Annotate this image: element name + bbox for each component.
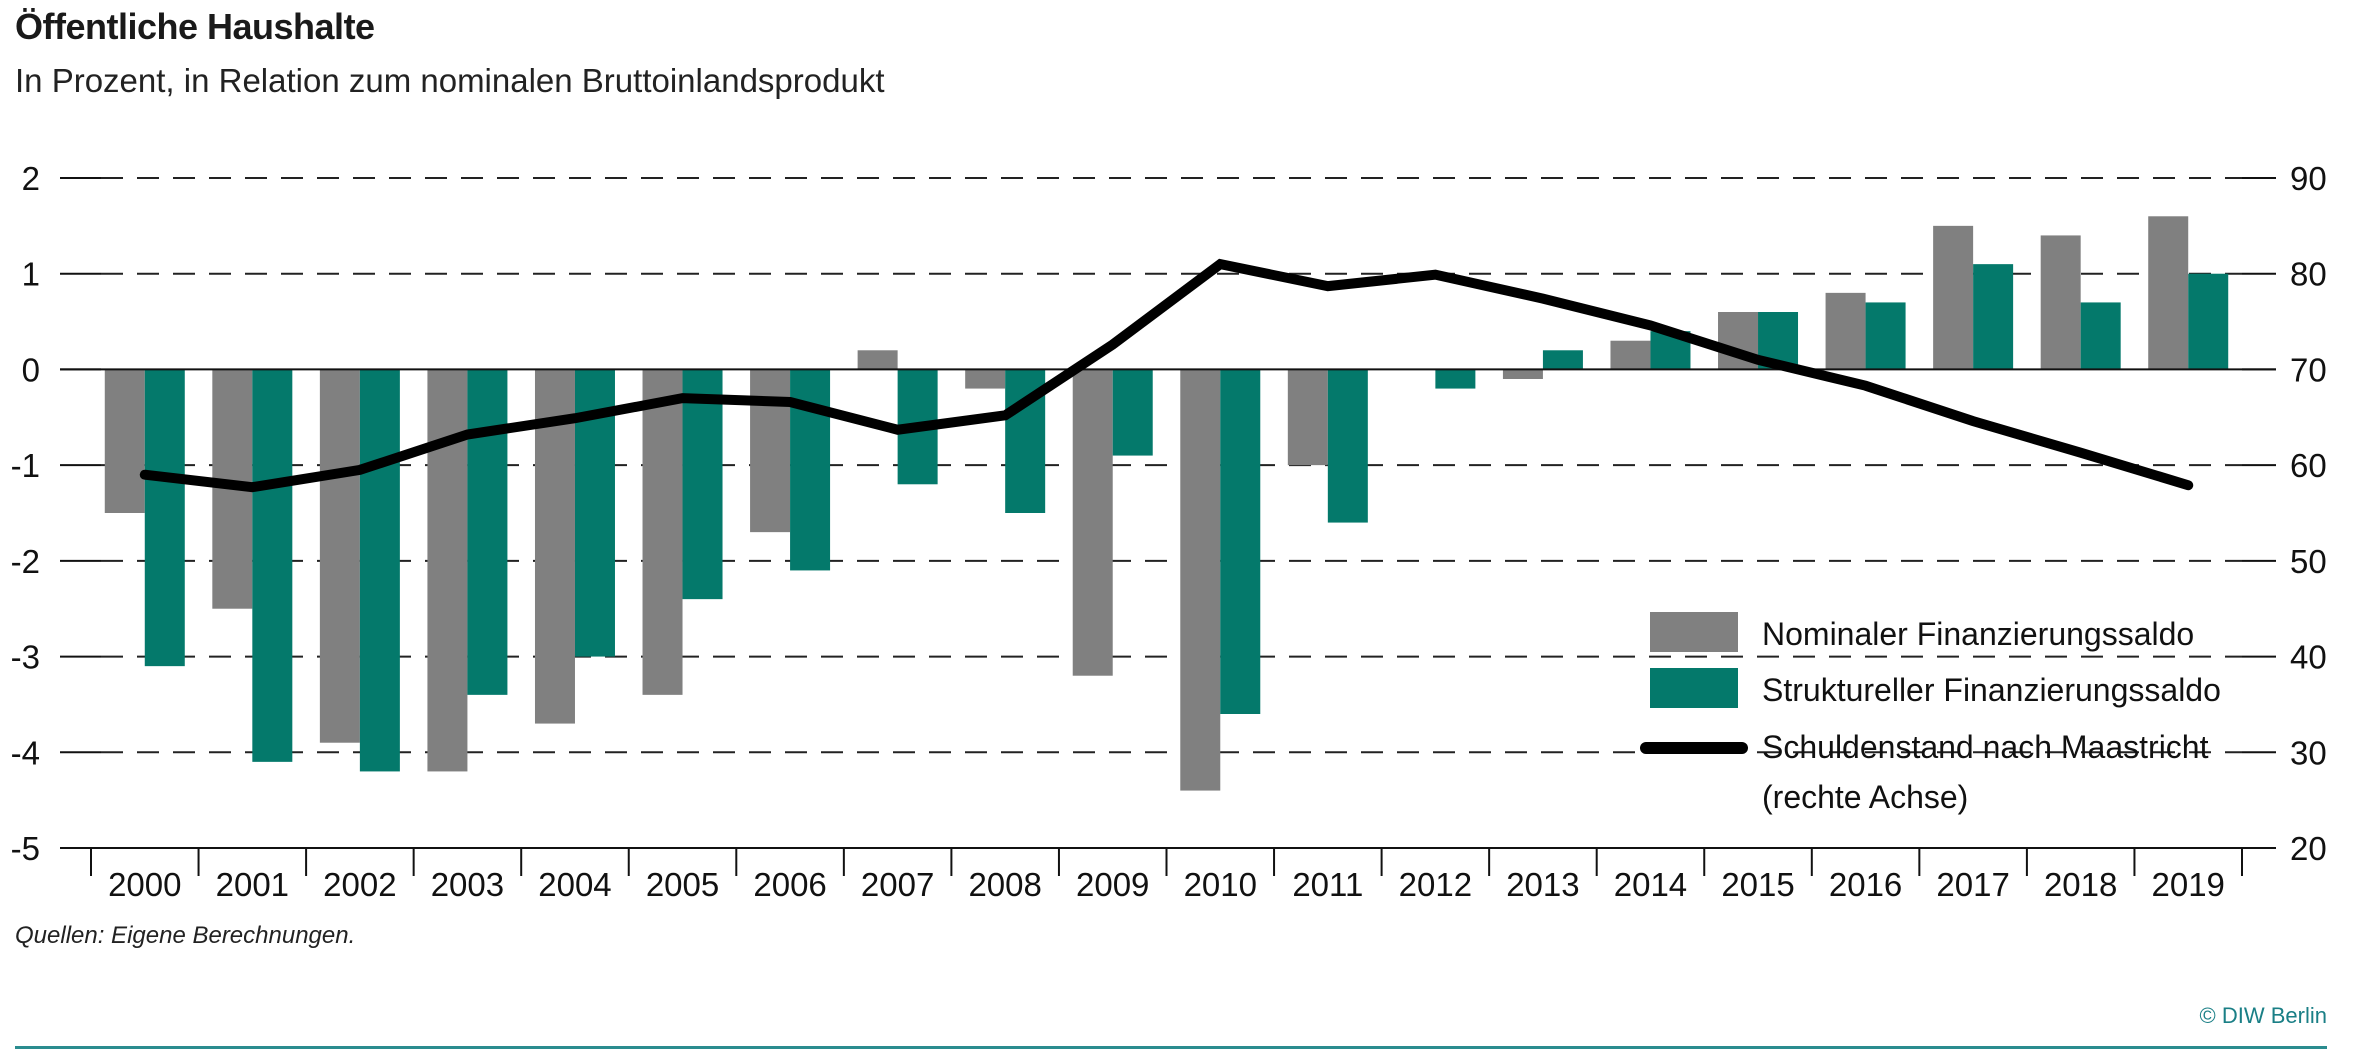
- x-axis-label: 2008: [968, 866, 1041, 903]
- x-axis-label: 2002: [323, 866, 396, 903]
- bar-structural: [1327, 369, 1368, 523]
- bar-nominal: [642, 369, 683, 695]
- footer-divider: [15, 1046, 2327, 1049]
- bar-nominal: [750, 369, 791, 533]
- right-axis-label: 80: [2290, 256, 2327, 293]
- legend-swatch-structural: [1650, 668, 1738, 708]
- source-note: Quellen: Eigene Berechnungen.: [15, 922, 356, 949]
- chart-subtitle: In Prozent, in Relation zum nominalen Br…: [15, 62, 885, 99]
- bar-nominal: [1180, 369, 1221, 791]
- x-axis-label: 2012: [1399, 866, 1472, 903]
- chart-title: Öffentliche Haushalte: [15, 6, 375, 47]
- left-axis-label: -3: [11, 639, 40, 676]
- bar-structural: [1220, 369, 1261, 714]
- bar-nominal: [104, 369, 145, 513]
- left-axis-label: -5: [11, 830, 40, 867]
- left-axis-label: -1: [11, 447, 40, 484]
- bar-structural: [359, 369, 400, 772]
- bar-nominal: [2040, 235, 2081, 370]
- axes: 2 90 1 80 0 70 -1 60 -2 50 -3 40 -4 30 -5 20 2000 2001 200…: [11, 160, 2327, 903]
- x-axis-label: 2015: [1721, 866, 1794, 903]
- bar-nominal: [1610, 340, 1651, 370]
- right-axis-label: 30: [2290, 734, 2327, 771]
- right-axis-label: 40: [2290, 639, 2327, 676]
- bar-nominal: [1287, 369, 1328, 466]
- left-axis-label: 1: [22, 256, 40, 293]
- bar-structural: [1865, 302, 1906, 370]
- bar-nominal: [427, 369, 468, 772]
- bar-nominal: [857, 350, 898, 370]
- x-axis-label: 2000: [108, 866, 181, 903]
- right-axis-label: 20: [2290, 830, 2327, 867]
- left-axis-label: -4: [11, 734, 40, 771]
- right-axis-label: 50: [2290, 543, 2327, 580]
- bar-nominal: [1825, 292, 1866, 370]
- bar-structural: [2188, 273, 2229, 370]
- x-axis-label: 2011: [1292, 866, 1363, 903]
- x-axis-label: 2017: [1936, 866, 2009, 903]
- bar-nominal: [965, 369, 1006, 389]
- bar-structural: [1973, 264, 2014, 370]
- bar-nominal: [1072, 369, 1113, 676]
- bar-nominal: [319, 369, 360, 743]
- x-axis-label: 2006: [753, 866, 826, 903]
- right-axis-label: 90: [2290, 160, 2327, 197]
- left-axis-label: -2: [11, 543, 40, 580]
- bar-nominal: [1933, 225, 1974, 370]
- x-axis-label: 2010: [1184, 866, 1257, 903]
- bar-structural: [682, 369, 723, 600]
- bar-nominal: [534, 369, 575, 724]
- right-axis-label: 70: [2290, 351, 2327, 388]
- x-axis-label: 2013: [1506, 866, 1579, 903]
- copyright-label: © DIW Berlin: [2199, 1003, 2327, 1028]
- legend-label-debt-axis: (rechte Achse): [1762, 779, 1968, 815]
- x-axis-label: 2009: [1076, 866, 1149, 903]
- bar-structural: [2080, 302, 2121, 370]
- left-axis-label: 0: [22, 351, 40, 388]
- bar-structural: [1542, 350, 1583, 370]
- bar-structural: [144, 369, 185, 667]
- left-axis-label: 2: [22, 160, 40, 197]
- x-axis-label: 2007: [861, 866, 934, 903]
- bar-nominal: [2148, 216, 2189, 370]
- x-axis-label: 2018: [2044, 866, 2117, 903]
- legend: Nominaler Finanzierungssaldo Strukturelle…: [1640, 612, 2221, 815]
- bar-structural: [252, 369, 293, 762]
- x-axis-label: 2016: [1829, 866, 1902, 903]
- legend-label-structural: Struktureller Finanzierungssaldo: [1762, 672, 2221, 708]
- x-axis-label: 2004: [538, 866, 611, 903]
- bar-structural: [1112, 369, 1153, 456]
- bar-structural: [467, 369, 508, 695]
- x-axis-label: 2005: [646, 866, 719, 903]
- right-axis-label: 60: [2290, 447, 2327, 484]
- x-axis-label: 2019: [2152, 866, 2225, 903]
- debt-line: [139, 258, 2194, 493]
- x-axis-label: 2014: [1614, 866, 1687, 903]
- debt-line-group: [139, 258, 2194, 493]
- bar-nominal: [1502, 369, 1543, 379]
- x-axis-label: 2003: [431, 866, 504, 903]
- x-axis-label: 2001: [216, 866, 289, 903]
- bar-structural: [1435, 369, 1476, 389]
- legend-swatch-nominal: [1650, 612, 1738, 652]
- legend-label-nominal: Nominaler Finanzierungssaldo: [1762, 616, 2194, 652]
- legend-label-debt: Schuldenstand nach Maastricht: [1762, 729, 2209, 765]
